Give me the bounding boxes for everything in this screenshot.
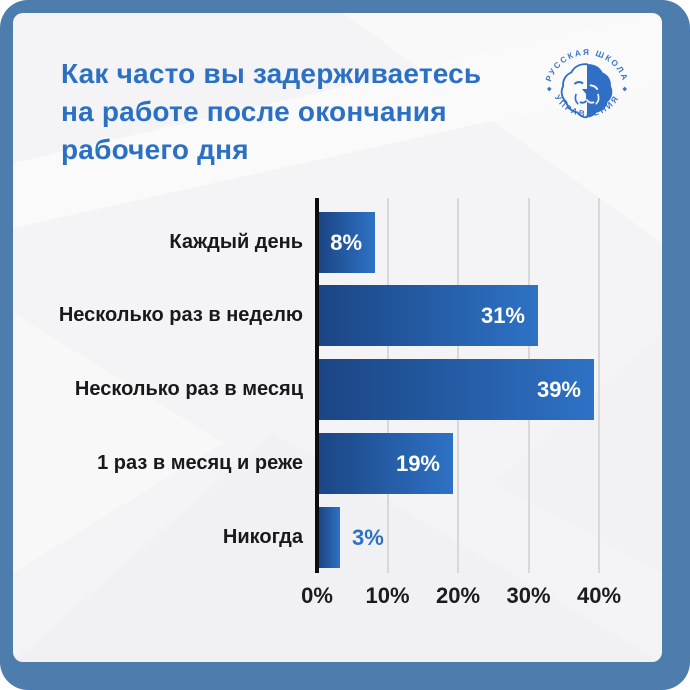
bar: 39% [319,359,594,420]
bar [319,507,340,568]
category-label: Несколько раз в месяц [74,378,303,400]
chart-title: Как часто вы задерживаетесь на работе по… [61,55,521,169]
x-axis-tick-label: 40% [576,583,622,608]
bar-value-label: 39% [536,376,581,402]
bar: 19% [319,433,453,494]
x-axis-tick-label: 30% [506,583,551,608]
x-axis-tick-label: 20% [435,583,481,608]
bar: 8% [319,212,375,273]
category-label: Несколько раз в неделю [58,304,303,326]
chart-title-line3: рабочего дня [61,134,249,165]
category-label: Каждый день [169,231,303,253]
chart-title-line2: на работе после окончания [61,96,447,127]
bar: 31% [319,285,538,346]
x-axis-tick-label: 0% [301,583,333,608]
bar-chart: 0% 10% 20% 30% 40% Каждый день 8% Несколько раз… [13,13,662,662]
rsu-logo: РУССКАЯ ШКОЛА УПРАВЛЕНИЯ [544,48,628,119]
gridline [598,198,600,573]
lion-icon [560,63,613,119]
x-axis-tick-label: 10% [365,583,410,608]
bar-value-label: 19% [395,450,440,476]
infographic-card: Как часто вы задерживаетесь на работе по… [13,13,662,662]
bar-value-label: 3% [352,525,384,550]
category-label: 1 раз в месяц и реже [97,452,303,474]
category-label: Никогда [222,526,303,548]
y-axis-line [315,198,319,573]
bar-value-label: 31% [480,302,525,328]
chart-title-line1: Как часто вы задерживаетесь [61,58,482,89]
bar-value-label: 8% [330,229,362,255]
